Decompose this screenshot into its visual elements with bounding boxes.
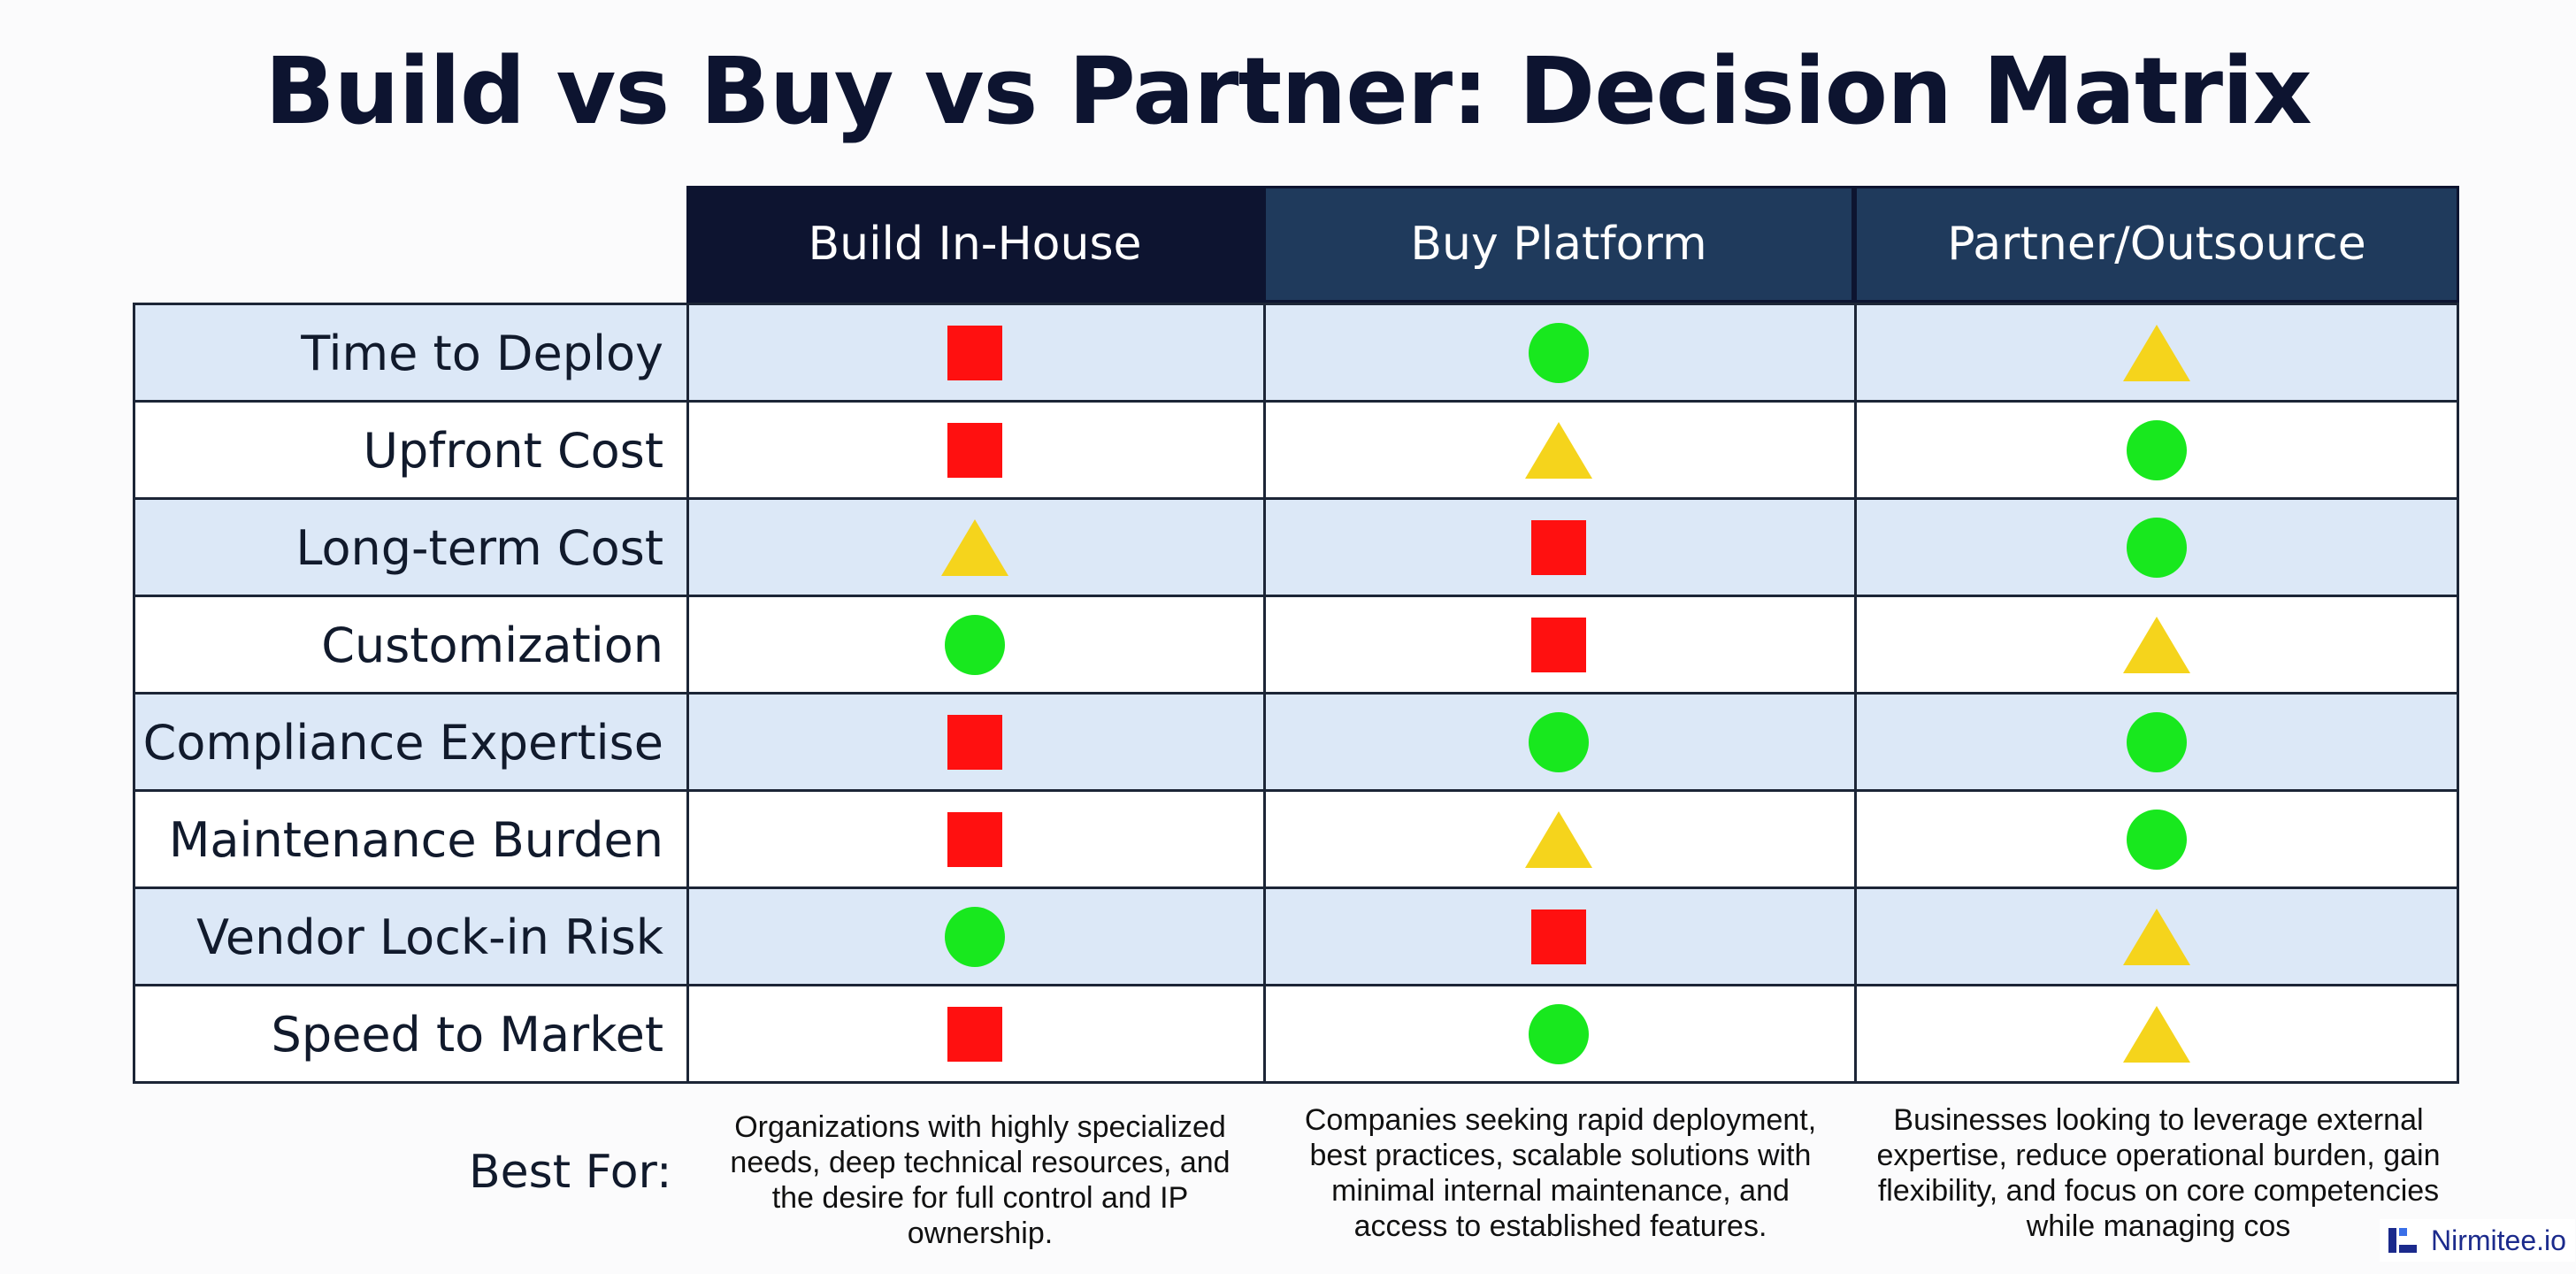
matrix-row: Maintenance Burden [133,791,2459,888]
rating-cell [686,499,1263,596]
red-square-icon [1531,909,1586,964]
rating-cell [1263,791,1854,888]
matrix-row: Speed to Market [133,986,2459,1083]
column-header-build: Build In-House [686,186,1263,303]
green-circle-icon [1529,712,1589,772]
green-circle-icon [2127,420,2187,480]
yellow-triangle-icon [2123,909,2190,965]
green-circle-icon [2127,810,2187,870]
criterion-label: Speed to Market [271,1006,663,1063]
matrix-row: Time to Deploy [133,304,2459,402]
best-for-buy: Companies seeking rapid deployment, best… [1304,1103,1817,1243]
green-circle-icon [1529,323,1589,383]
logo-text: Nirmitee.io [2431,1224,2566,1256]
grid-line [133,303,2459,305]
rating-cell [686,888,1263,986]
matrix-row: Long-term Cost [133,499,2459,596]
criterion-label: Compliance Expertise [142,714,663,771]
column-header-partner: Partner/Outsource [1854,186,2459,303]
grid-line [133,692,2459,695]
rating-cell [1263,888,1854,986]
criterion-label: Upfront Cost [363,422,663,479]
rating-cell [1854,888,2459,986]
page-title: Build vs Buy vs Partner: Decision Matrix [264,37,2312,145]
red-square-icon [1531,520,1586,575]
rating-cell [1854,694,2459,791]
red-square-icon [947,715,1002,770]
criterion-label: Customization [321,617,663,673]
grid-line [133,984,2459,986]
grid-line [133,595,2459,597]
green-circle-icon [2127,712,2187,772]
matrix-row: Customization [133,596,2459,694]
green-circle-icon [1529,1004,1589,1064]
grid-line [133,497,2459,500]
grid-line [133,886,2459,889]
grid-line [1854,303,1857,1083]
green-circle-icon [945,615,1005,675]
rating-cell [1854,596,2459,694]
decision-matrix: Build In-House Buy Platform Partner/Outs… [133,186,2459,1084]
yellow-triangle-icon [941,519,1008,576]
rating-cell [686,791,1263,888]
rating-cell [686,694,1263,791]
rating-cell [686,596,1263,694]
rating-cell [686,304,1263,402]
yellow-triangle-icon [1525,811,1592,868]
grid-line [133,1081,2459,1084]
red-square-icon [947,812,1002,867]
rating-cell [1263,304,1854,402]
green-circle-icon [945,907,1005,967]
red-square-icon [1531,618,1586,672]
brand-logo: Nirmitee.io [2380,1219,2575,1262]
grid-line [2457,303,2459,1083]
rating-cell [1263,499,1854,596]
criterion-label: Vendor Lock-in Risk [196,909,663,965]
rating-cell [686,986,1263,1083]
matrix-row: Upfront Cost [133,402,2459,499]
best-for-label: Best For: [469,1146,672,1199]
rating-cell [686,402,1263,499]
rating-cell [1263,694,1854,791]
rating-cell [1854,791,2459,888]
green-circle-icon [2127,518,2187,578]
red-square-icon [947,326,1002,380]
red-square-icon [947,1007,1002,1062]
yellow-triangle-icon [1525,422,1592,479]
matrix-row: Vendor Lock-in Risk [133,888,2459,986]
rating-cell [1263,402,1854,499]
grid-line [133,400,2459,403]
grid-line [133,303,135,1083]
rating-cell [1263,986,1854,1083]
grid-line [1263,303,1266,1083]
column-header-buy: Buy Platform [1263,186,1854,303]
grid-line [686,303,689,1083]
yellow-triangle-icon [2123,325,2190,381]
rating-cell [1854,499,2459,596]
rating-cell [1263,596,1854,694]
matrix-row: Compliance Expertise [133,694,2459,791]
criterion-label: Long-term Cost [295,519,663,576]
grid-line [133,789,2459,792]
criterion-label: Maintenance Burden [168,811,663,868]
nirmitee-logo-icon [2388,1228,2417,1253]
yellow-triangle-icon [2123,1006,2190,1063]
rating-cell [1854,304,2459,402]
rating-cell [1854,986,2459,1083]
red-square-icon [947,423,1002,478]
rating-cell [1854,402,2459,499]
best-for-build: Organizations with highly specialized ne… [730,1110,1230,1250]
best-for-partner: Businesses looking to leverage external … [1876,1103,2441,1243]
yellow-triangle-icon [2123,617,2190,673]
criterion-label: Time to Deploy [301,325,663,381]
